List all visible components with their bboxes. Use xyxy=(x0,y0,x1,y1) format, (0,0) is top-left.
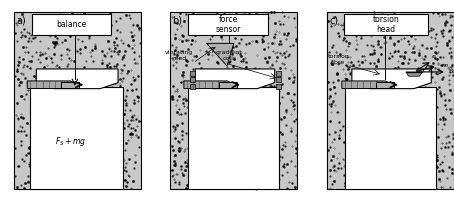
Text: $F_S + mg$: $F_S + mg$ xyxy=(54,135,86,148)
Text: torsion
fibre: torsion fibre xyxy=(327,54,349,64)
Bar xyxy=(190,71,195,76)
Bar xyxy=(188,14,268,35)
Bar xyxy=(190,77,195,82)
Bar xyxy=(30,87,123,189)
Bar xyxy=(170,12,297,189)
Bar xyxy=(190,84,195,89)
Bar xyxy=(276,71,281,76)
Bar xyxy=(14,12,141,189)
Text: balance: balance xyxy=(56,20,87,29)
Bar xyxy=(61,82,79,88)
Bar xyxy=(188,87,279,189)
Polygon shape xyxy=(195,69,275,89)
Text: c): c) xyxy=(329,16,338,26)
Polygon shape xyxy=(207,43,234,66)
Text: e: e xyxy=(432,54,435,59)
Bar xyxy=(344,14,428,35)
Text: vibrating
reed: vibrating reed xyxy=(165,50,193,60)
Text: b): b) xyxy=(173,16,183,26)
Text: a): a) xyxy=(16,16,25,26)
Polygon shape xyxy=(184,81,235,88)
Text: force
sensor: force sensor xyxy=(216,15,241,34)
Bar xyxy=(276,77,281,82)
Polygon shape xyxy=(406,72,422,76)
Text: torsion
head: torsion head xyxy=(373,15,400,34)
Bar xyxy=(32,14,111,35)
Bar xyxy=(376,82,394,88)
Bar xyxy=(327,12,454,189)
Polygon shape xyxy=(27,81,79,88)
Polygon shape xyxy=(342,81,393,88)
Polygon shape xyxy=(352,69,431,89)
Polygon shape xyxy=(36,69,118,89)
Bar xyxy=(219,82,237,88)
Bar xyxy=(345,87,436,189)
Bar xyxy=(276,84,281,89)
Text: gradient
coils: gradient coils xyxy=(216,50,242,60)
Text: Bo: Bo xyxy=(448,69,454,74)
Text: m: m xyxy=(442,63,448,68)
